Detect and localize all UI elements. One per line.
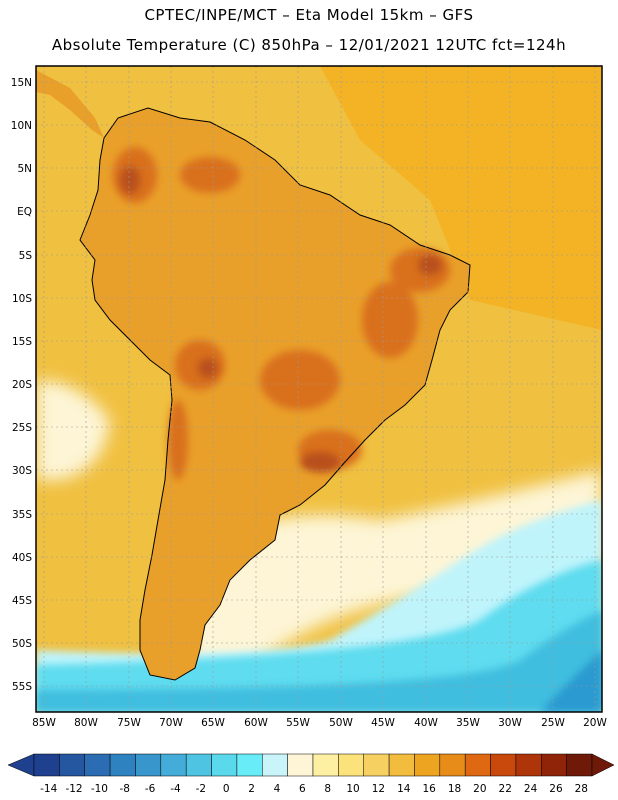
south-atlantic-cool-band	[190, 470, 602, 680]
latitude-label: 5S	[19, 250, 33, 262]
colorbar-swatch	[338, 753, 364, 777]
latitude-label: 30S	[12, 465, 32, 477]
temperature-field	[36, 66, 602, 712]
longitude-label: 65W	[201, 717, 225, 729]
colorbar-tick-label: 18	[448, 783, 461, 795]
latitude-label: 45S	[12, 595, 32, 607]
colorbar-tick-label: -14	[40, 783, 57, 795]
colorbar-tick-label: 26	[549, 783, 563, 795]
latitude-label: 10S	[12, 293, 32, 305]
latitude-label: 15N	[11, 77, 32, 89]
colorbar-tick-label: 8	[324, 783, 331, 795]
longitude-label: 40W	[414, 717, 438, 729]
colorbar-swatch	[33, 753, 60, 777]
colorbar-swatch	[363, 753, 390, 777]
colorbar-swatch	[59, 753, 85, 777]
longitude-label: 25W	[541, 717, 565, 729]
colorbar-swatch	[439, 753, 466, 777]
longitude-label: 20W	[583, 717, 607, 729]
colorbar-tick-label: 20	[473, 783, 486, 795]
cold-zone-3	[36, 610, 602, 712]
longitude-label: 75W	[117, 717, 141, 729]
latitude-label: 55S	[12, 681, 32, 693]
colorbar-swatch	[236, 753, 263, 777]
colorbar-tick-label: -4	[170, 783, 181, 795]
atlantic-warm-band	[320, 66, 602, 330]
colorbar-tick-label: 6	[299, 783, 306, 795]
latitude-label: 50S	[12, 638, 32, 650]
latitude-label: 10N	[11, 120, 32, 132]
latitude-label: 15S	[12, 336, 32, 348]
colorbar-tick-label: -8	[120, 783, 130, 795]
pacific-cool-area	[36, 380, 110, 480]
colorbar-tick-labels: -14 -12 -10 -8 -6 -4 -2 0 2 4 6 8 10 12 14 16 18 20 22 24 26…	[40, 783, 588, 795]
latitude-label: 5N	[17, 163, 32, 175]
cold-zone-4	[540, 650, 602, 712]
graticule	[36, 66, 602, 712]
colorbar-tick-label: -12	[65, 783, 82, 795]
colorbar-swatch	[312, 753, 339, 777]
longitude-label: 55W	[286, 717, 310, 729]
longitude-label: 70W	[159, 717, 183, 729]
colorbar-tick-label: 4	[274, 783, 281, 795]
land-hottest-zones	[120, 166, 442, 472]
latitude-label: 25S	[12, 422, 32, 434]
colorbar-tick-label: -10	[91, 783, 108, 795]
colorbar-swatch	[464, 753, 491, 777]
colorbar-swatch	[287, 753, 314, 777]
longitude-label: 35W	[456, 717, 480, 729]
coastline	[79, 107, 471, 681]
map-frame	[35, 65, 603, 713]
colorbar-swatch	[541, 753, 567, 777]
latitude-label: 35S	[12, 509, 32, 521]
colorbar-arrow-left	[7, 753, 35, 777]
colorbar-tick-label: -6	[145, 783, 156, 795]
longitude-label: 85W	[32, 717, 56, 729]
map-title-line-2: Absolute Temperature (C) 850hPa – 12/01/…	[51, 36, 567, 54]
colorbar-tick-label: 2	[248, 783, 255, 795]
colorbar-swatch	[515, 753, 542, 777]
colorbar-swatch	[490, 753, 517, 777]
colorbar-swatch	[262, 753, 288, 777]
latitude-label: 20S	[12, 379, 32, 391]
colorbar-arrow-right	[591, 753, 615, 777]
colorbar-swatch	[160, 753, 187, 777]
central-america-landmass	[36, 70, 104, 138]
colorbar-tick-label: 22	[499, 783, 512, 795]
colorbar-swatch	[185, 753, 212, 777]
colorbar-tick-label: 0	[223, 783, 230, 795]
colorbar-tick-label: 12	[372, 783, 385, 795]
colorbar-swatch	[211, 753, 238, 777]
colorbar-swatch	[566, 753, 593, 777]
colorbar-swatch	[414, 753, 441, 777]
colorbar-swatch	[84, 753, 111, 777]
longitude-label: 80W	[74, 717, 98, 729]
longitude-label: 45W	[371, 717, 395, 729]
temperature-colorbar	[7, 753, 615, 777]
latitude-label: EQ	[17, 206, 32, 218]
colorbar-swatch	[388, 753, 415, 777]
longitude-label: 60W	[244, 717, 268, 729]
colorbar-swatch	[135, 753, 162, 777]
colorbar-tick-label: 16	[422, 783, 436, 795]
colorbar-tick-label: 14	[397, 783, 411, 795]
colorbar-swatch	[109, 753, 136, 777]
longitude-label: 50W	[329, 717, 353, 729]
latitude-labels: 15N 10N 5N EQ 5S 10S 15S 20S 25S 30S 35S 40S 45S 50S 5…	[11, 77, 33, 693]
colorbar-tick-label: 10	[346, 783, 359, 795]
longitude-label: 30W	[498, 717, 522, 729]
colorbar-tick-label: 28	[575, 783, 588, 795]
colorbar-tick-label: -2	[196, 783, 206, 795]
latitude-label: 40S	[12, 552, 32, 564]
longitude-labels: 85W 80W 75W 70W 65W 60W 55W 50W 45W 40W 35W 30W 25W 2…	[32, 717, 607, 729]
colorbar-tick-label: 24	[524, 783, 538, 795]
map-title-line-1: CPTEC/INPE/MCT – Eta Model 15km – GFS	[144, 6, 474, 24]
